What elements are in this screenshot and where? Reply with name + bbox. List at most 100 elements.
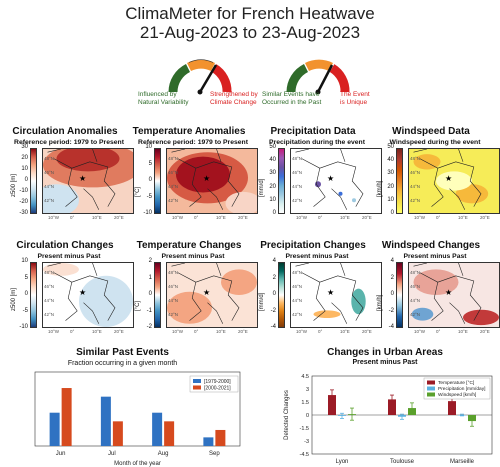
longitude-label: 20°E xyxy=(114,329,124,334)
latitude-label: 44°N xyxy=(292,298,303,303)
legend-swatch xyxy=(427,392,435,397)
svg-text:★: ★ xyxy=(203,174,210,183)
longitude-label: 20°E xyxy=(114,215,124,220)
longitude-label: 20°E xyxy=(362,329,372,334)
y-tick-label: -1.5 xyxy=(300,426,309,432)
longitude-label: 10°E xyxy=(216,329,226,334)
longitude-label: 20°E xyxy=(362,215,372,220)
latitude-label: 46°N xyxy=(410,284,421,289)
svg-text:★: ★ xyxy=(79,288,86,297)
panel-title: Temperature Changes xyxy=(136,240,242,251)
y-tick-label: 1.5 xyxy=(301,400,309,406)
x-tick-label: Lyon xyxy=(336,459,349,465)
latitude-label: 42°N xyxy=(44,198,55,203)
longitude-label: 10°E xyxy=(216,215,226,220)
colorbar xyxy=(154,262,161,328)
colorbar-tick: 50 xyxy=(387,144,394,150)
panel-title: Temperature Anomalies xyxy=(132,126,246,137)
colorbar-label: z500 [m] xyxy=(11,173,17,197)
colorbar-tick: 50 xyxy=(269,144,276,150)
colorbar-tick: -10 xyxy=(19,188,28,194)
longitude-label: 10°E xyxy=(458,329,468,334)
colorbar-tick: 2 xyxy=(272,274,276,281)
x-tick-label: Sep xyxy=(209,451,220,457)
colorbar xyxy=(30,262,37,328)
latitude-label: 44°N xyxy=(44,184,55,189)
legend-label: [1979-2000] xyxy=(204,379,231,385)
panel-subtitle: Present minus Past xyxy=(37,253,101,260)
bar xyxy=(164,421,175,446)
bar xyxy=(49,412,60,446)
map-plot: ★ xyxy=(42,148,134,214)
bar xyxy=(61,388,72,446)
colorbar-tick: -4 xyxy=(388,324,394,330)
colorbar-label: [mm/d] xyxy=(259,178,265,197)
colorbar-tick: 0 xyxy=(148,177,152,183)
longitude-label: 20°E xyxy=(480,215,490,220)
bar xyxy=(112,421,123,446)
longitude-label: 10°W xyxy=(172,329,184,334)
latitude-label: 46°N xyxy=(168,170,179,175)
map-plot: ★ xyxy=(408,262,500,328)
legend-label: Temperature [°C] xyxy=(438,380,474,386)
longitude-label: 0° xyxy=(436,215,441,220)
colorbar-tick: -2 xyxy=(270,307,276,314)
bar xyxy=(448,401,456,415)
colorbar-label: z500 [m] xyxy=(11,287,17,311)
panel-subtitle: Windspeed during the event xyxy=(389,139,481,146)
latitude-label: 46°N xyxy=(292,170,303,175)
panel-subtitle: Present minus Past xyxy=(161,253,225,260)
latitude-label: 44°N xyxy=(44,298,55,303)
colorbar-tick: 2 xyxy=(148,258,152,264)
panel-subtitle: Present minus Past xyxy=(403,253,467,260)
svg-text:★: ★ xyxy=(203,288,210,297)
latitude-label: 46°N xyxy=(44,284,55,289)
svg-text:★: ★ xyxy=(327,288,334,297)
y-tick-label: 0 xyxy=(306,413,309,419)
gauge-uniqueness xyxy=(283,56,353,96)
gauge1-left-label: Influenced by Natural Variability xyxy=(138,91,189,106)
latitude-label: 46°N xyxy=(410,170,421,175)
colorbar-label: [°C] xyxy=(135,300,141,311)
latitude-label: 48°N xyxy=(410,156,421,161)
colorbar xyxy=(30,148,37,214)
y-tick-label: 3 xyxy=(306,387,309,393)
colorbar-tick: 40 xyxy=(269,157,276,164)
latitude-label: 42°N xyxy=(168,312,179,317)
x-axis-label: Month of the year xyxy=(114,461,161,467)
gauge1-right-label: Strengthened by Climate Change xyxy=(210,91,258,106)
colorbar-tick: 0 xyxy=(390,210,394,216)
latitude-label: 42°N xyxy=(168,198,179,203)
colorbar-tick: -2 xyxy=(388,307,394,314)
latitude-label: 46°N xyxy=(292,284,303,289)
latitude-label: 42°N xyxy=(44,312,55,317)
colorbar-tick: 20 xyxy=(21,155,28,161)
colorbar-tick: 0 xyxy=(272,291,276,297)
similar-events-subtitle: Fraction occurring in a given month xyxy=(67,360,178,367)
colorbar xyxy=(396,148,403,214)
longitude-label: 10°W xyxy=(296,215,308,220)
colorbar-tick: 0 xyxy=(390,291,394,297)
page-title: ClimaMeter for French Heatwave xyxy=(125,4,375,23)
bar xyxy=(100,396,111,446)
colorbar xyxy=(396,262,403,328)
colorbar-tick: 30 xyxy=(21,144,28,150)
colorbar-tick: -20 xyxy=(19,199,28,205)
colorbar-tick: 2 xyxy=(390,274,394,281)
latitude-label: 48°N xyxy=(168,270,179,275)
legend-swatch xyxy=(193,385,201,390)
latitude-label: 48°N xyxy=(168,156,179,161)
colorbar-tick: 0 xyxy=(272,210,276,216)
latitude-label: 46°N xyxy=(168,284,179,289)
urban-changes-title: Changes in Urban Areas xyxy=(327,347,443,358)
latitude-label: 46°N xyxy=(44,170,55,175)
colorbar-tick: 4 xyxy=(272,258,276,264)
longitude-label: 20°E xyxy=(238,329,248,334)
colorbar-tick: -10 xyxy=(143,210,152,216)
longitude-label: 20°E xyxy=(480,329,490,334)
x-tick-label: Marseille xyxy=(450,459,475,465)
longitude-label: 10°E xyxy=(92,215,102,220)
panel-subtitle: Reference period: 1979 to Present xyxy=(138,139,248,146)
colorbar-tick: -2 xyxy=(146,324,152,330)
colorbar-tick: -30 xyxy=(19,210,28,216)
